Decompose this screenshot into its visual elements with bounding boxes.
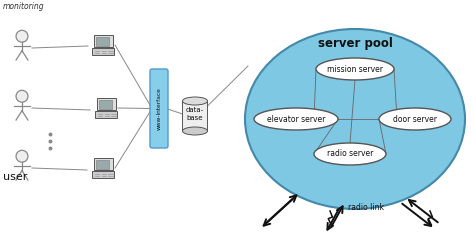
- Text: www-Interface: www-Interface: [156, 87, 162, 130]
- Ellipse shape: [316, 58, 394, 80]
- Circle shape: [16, 30, 28, 42]
- Text: radio link: radio link: [348, 203, 384, 212]
- Text: elevator server: elevator server: [267, 114, 325, 124]
- Text: server pool: server pool: [318, 37, 392, 50]
- Ellipse shape: [182, 97, 208, 105]
- FancyBboxPatch shape: [97, 98, 116, 110]
- FancyBboxPatch shape: [99, 100, 112, 109]
- Text: radio server: radio server: [327, 150, 373, 158]
- Text: data-
base: data- base: [186, 107, 204, 121]
- FancyBboxPatch shape: [96, 160, 109, 169]
- Ellipse shape: [254, 108, 338, 130]
- Text: door server: door server: [393, 114, 437, 124]
- FancyBboxPatch shape: [92, 48, 114, 55]
- Circle shape: [16, 150, 28, 162]
- Ellipse shape: [182, 127, 208, 135]
- FancyBboxPatch shape: [92, 171, 114, 178]
- FancyBboxPatch shape: [150, 69, 168, 148]
- Circle shape: [16, 90, 28, 102]
- Text: user: user: [3, 172, 27, 182]
- Ellipse shape: [245, 29, 465, 209]
- FancyBboxPatch shape: [95, 111, 118, 118]
- Ellipse shape: [314, 143, 386, 165]
- Text: mission server: mission server: [327, 65, 383, 73]
- FancyBboxPatch shape: [94, 35, 113, 47]
- Ellipse shape: [379, 108, 451, 130]
- FancyBboxPatch shape: [182, 101, 208, 131]
- FancyBboxPatch shape: [96, 37, 109, 46]
- Text: monitoring: monitoring: [3, 2, 45, 11]
- FancyBboxPatch shape: [94, 157, 113, 170]
